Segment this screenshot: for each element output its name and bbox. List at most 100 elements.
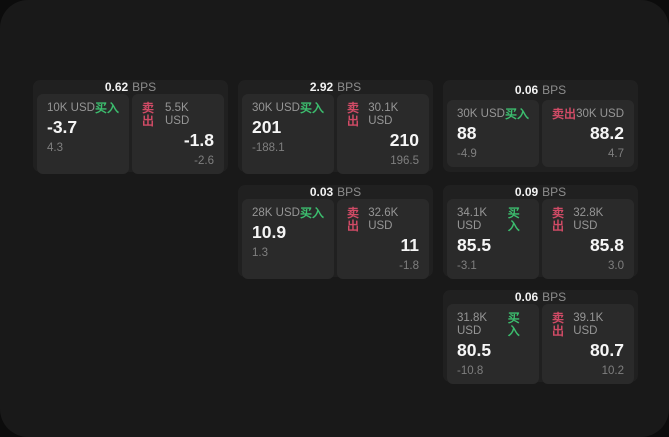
sell-sub-value: 4.7 xyxy=(608,148,624,160)
buy-price: -3.7 xyxy=(47,117,78,137)
buy-sub-value: -4.9 xyxy=(457,148,477,160)
card-body: 28K USD 买入 10.9 1.3 卖出 32.6K USD 11 -1.8 xyxy=(238,199,433,284)
card-header: 0.62 BPS xyxy=(33,80,228,94)
quote-card: 0.06 BPS 30K USD 买入 88 -4.9 卖出 30K USD 8… xyxy=(443,80,638,172)
sell-label: 卖出 xyxy=(552,311,565,338)
sell-sub-value: -2.6 xyxy=(194,155,214,167)
card-body: 34.1K USD 买入 85.5 -3.1 卖出 32.8K USD 85.8… xyxy=(443,199,638,284)
sell-size-label: 30.1K USD xyxy=(368,102,399,127)
sell-size-label: 39.1K USD xyxy=(573,312,604,337)
buy-panel-top: 30K USD 买入 xyxy=(457,108,529,121)
bps-unit: BPS xyxy=(132,80,157,94)
bps-value: 0.09 xyxy=(514,185,539,199)
sell-panel[interactable]: 卖出 30K USD 88.2 4.7 xyxy=(542,100,634,167)
buy-panel-top: 28K USD 买入 xyxy=(252,207,324,220)
quote-card: 0.09 BPS 34.1K USD 买入 85.5 -3.1 卖出 32.8K… xyxy=(443,185,638,279)
sell-panel-top: 卖出 32.8K USD xyxy=(552,207,624,233)
sell-price: 210 xyxy=(389,130,419,150)
bps-unit: BPS xyxy=(337,185,362,199)
buy-panel[interactable]: 10K USD 买入 -3.7 4.3 xyxy=(37,94,129,174)
buy-label: 买入 xyxy=(94,101,119,115)
quote-card: 0.06 BPS 31.8K USD 买入 80.5 -10.8 卖出 39.1… xyxy=(443,290,638,384)
sell-label: 卖出 xyxy=(347,206,360,233)
buy-panel-top: 34.1K USD 买入 xyxy=(457,207,529,233)
sell-panel[interactable]: 卖出 5.5K USD -1.8 -2.6 xyxy=(132,94,224,174)
buy-panel[interactable]: 34.1K USD 买入 85.5 -3.1 xyxy=(447,199,539,279)
buy-sub-value: -10.8 xyxy=(457,365,484,377)
sell-panel-top: 卖出 39.1K USD xyxy=(552,312,624,338)
card-header: 2.92 BPS xyxy=(238,80,433,94)
sell-panel[interactable]: 卖出 39.1K USD 80.7 10.2 xyxy=(542,304,634,384)
sell-panel[interactable]: 卖出 30.1K USD 210 196.5 xyxy=(337,94,429,174)
sell-label: 卖出 xyxy=(552,107,577,121)
buy-panel[interactable]: 28K USD 买入 10.9 1.3 xyxy=(242,199,334,279)
buy-size-label: 30K USD xyxy=(457,108,505,120)
card-body: 31.8K USD 买入 80.5 -10.8 卖出 39.1K USD 80.… xyxy=(443,304,638,389)
sell-panel[interactable]: 卖出 32.8K USD 85.8 3.0 xyxy=(542,199,634,279)
card-body: 10K USD 买入 -3.7 4.3 卖出 5.5K USD -1.8 -2.… xyxy=(33,94,228,179)
buy-label: 买入 xyxy=(299,206,324,220)
buy-sub-value: -188.1 xyxy=(252,142,285,154)
sell-price: -1.8 xyxy=(183,130,214,150)
sell-price: 85.8 xyxy=(589,235,624,255)
buy-label: 买入 xyxy=(507,311,520,338)
sell-price: 80.7 xyxy=(589,340,624,360)
bps-unit: BPS xyxy=(542,185,567,199)
buy-size-label: 30K USD xyxy=(252,102,300,114)
buy-size-label: 10K USD xyxy=(47,102,95,114)
buy-label: 买入 xyxy=(299,101,324,115)
buy-sub-value: 4.3 xyxy=(47,142,63,154)
card-header: 0.06 BPS xyxy=(443,290,638,304)
sell-panel-top: 卖出 30K USD xyxy=(552,108,624,121)
sell-label: 卖出 xyxy=(142,101,155,128)
sell-price: 11 xyxy=(400,235,420,255)
card-header: 0.09 BPS xyxy=(443,185,638,199)
sell-panel-top: 卖出 32.6K USD xyxy=(347,207,419,233)
bps-value: 0.03 xyxy=(309,185,334,199)
buy-price: 80.5 xyxy=(457,340,492,360)
card-body: 30K USD 买入 201 -188.1 卖出 30.1K USD 210 1… xyxy=(238,94,433,179)
sell-price: 88.2 xyxy=(589,123,624,143)
buy-size-label: 28K USD xyxy=(252,207,300,219)
buy-sub-value: 1.3 xyxy=(252,247,268,259)
buy-panel-top: 31.8K USD 买入 xyxy=(457,312,529,338)
sell-size-label: 30K USD xyxy=(576,108,624,120)
buy-price: 201 xyxy=(252,117,282,137)
sell-label: 卖出 xyxy=(552,206,565,233)
sell-sub-value: 3.0 xyxy=(608,260,624,272)
buy-panel-top: 30K USD 买入 xyxy=(252,102,324,115)
quote-card: 2.92 BPS 30K USD 买入 201 -188.1 卖出 30.1K … xyxy=(238,80,433,174)
bps-unit: BPS xyxy=(337,80,362,94)
sell-panel-top: 卖出 5.5K USD xyxy=(142,102,214,128)
card-body: 30K USD 买入 88 -4.9 卖出 30K USD 88.2 4.7 xyxy=(443,100,638,172)
bps-unit: BPS xyxy=(542,83,567,97)
sell-sub-value: 10.2 xyxy=(601,365,624,377)
buy-panel[interactable]: 31.8K USD 买入 80.5 -10.8 xyxy=(447,304,539,384)
buy-label: 买入 xyxy=(504,107,529,121)
sell-label: 卖出 xyxy=(347,101,360,128)
sell-sub-value: -1.8 xyxy=(399,260,419,272)
buy-label: 买入 xyxy=(507,206,520,233)
buy-panel-top: 10K USD 买入 xyxy=(47,102,119,115)
buy-price: 88 xyxy=(457,123,477,143)
buy-panel[interactable]: 30K USD 买入 88 -4.9 xyxy=(447,100,539,167)
sell-size-label: 5.5K USD xyxy=(165,102,190,127)
bps-value: 0.06 xyxy=(514,290,539,304)
bps-value: 0.06 xyxy=(514,83,539,97)
quote-card: 0.62 BPS 10K USD 买入 -3.7 4.3 卖出 5.5K USD… xyxy=(33,80,228,174)
sell-panel[interactable]: 卖出 32.6K USD 11 -1.8 xyxy=(337,199,429,279)
bps-unit: BPS xyxy=(542,290,567,304)
buy-size-label: 34.1K USD xyxy=(457,207,488,232)
card-header: 0.06 BPS xyxy=(443,80,638,100)
sell-panel-top: 卖出 30.1K USD xyxy=(347,102,419,128)
sell-size-label: 32.6K USD xyxy=(368,207,399,232)
buy-panel[interactable]: 30K USD 买入 201 -188.1 xyxy=(242,94,334,174)
buy-price: 85.5 xyxy=(457,235,492,255)
bps-value: 2.92 xyxy=(309,80,334,94)
buy-size-label: 31.8K USD xyxy=(457,312,488,337)
quote-card: 0.03 BPS 28K USD 买入 10.9 1.3 卖出 32.6K US… xyxy=(238,185,433,279)
card-header: 0.03 BPS xyxy=(238,185,433,199)
buy-sub-value: -3.1 xyxy=(457,260,477,272)
sell-size-label: 32.8K USD xyxy=(573,207,604,232)
